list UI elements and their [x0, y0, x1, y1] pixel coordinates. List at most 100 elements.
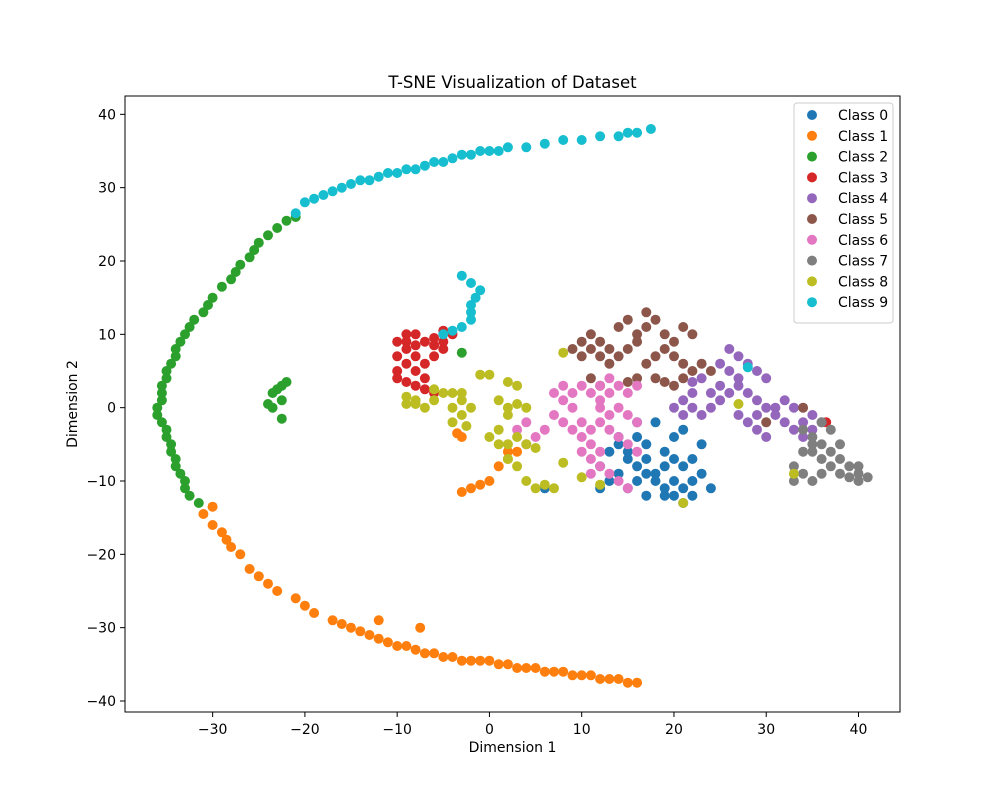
- data-point-class-6: [595, 395, 606, 406]
- data-point-class-9: [595, 131, 606, 142]
- data-point-class-2: [180, 329, 190, 340]
- data-point-class-7: [798, 446, 809, 457]
- data-point-class-7: [807, 432, 818, 442]
- data-point-class-2: [175, 468, 186, 479]
- data-point-class-5: [632, 373, 643, 384]
- data-point-class-6: [558, 395, 569, 406]
- data-point-class-2: [226, 274, 237, 285]
- data-point-class-6: [558, 380, 569, 391]
- data-point-class-5: [595, 336, 606, 347]
- data-point-class-5: [761, 417, 772, 428]
- data-point-class-6: [622, 483, 633, 494]
- data-point-class-6: [585, 454, 596, 464]
- data-point-class-0: [632, 476, 643, 486]
- data-point-class-5: [622, 314, 633, 325]
- x-tick-label: 30: [757, 722, 775, 738]
- data-point-class-4: [715, 380, 726, 391]
- data-point-class-5: [650, 351, 661, 362]
- data-point-class-2: [456, 347, 467, 358]
- points-layer: [152, 124, 873, 688]
- data-point-class-1: [502, 446, 513, 457]
- data-point-class-5: [798, 402, 809, 413]
- data-point-class-1: [364, 630, 375, 640]
- data-point-class-5: [641, 358, 652, 369]
- data-point-class-9: [645, 124, 656, 134]
- data-point-class-4: [742, 417, 753, 428]
- data-point-class-5: [622, 377, 633, 387]
- data-point-class-6: [604, 388, 615, 398]
- data-point-class-5: [585, 329, 596, 340]
- data-point-class-4: [687, 377, 698, 387]
- data-point-class-6: [585, 468, 596, 479]
- legend-box: [793, 102, 894, 324]
- data-point-class-8: [576, 472, 587, 483]
- data-point-class-7: [835, 454, 845, 464]
- data-point-class-8: [456, 395, 467, 406]
- legend-label-class-3: Class 3: [838, 170, 888, 186]
- legend-label-class-4: Class 4: [838, 191, 888, 207]
- data-point-class-8: [502, 377, 513, 387]
- y-tick-label: −30: [86, 621, 116, 637]
- data-point-class-0: [641, 490, 652, 501]
- data-point-class-6: [585, 424, 596, 435]
- data-point-class-2: [203, 300, 213, 310]
- data-point-class-3: [410, 351, 421, 362]
- data-point-class-9: [622, 127, 633, 138]
- data-point-class-3: [410, 366, 421, 376]
- data-point-class-1: [272, 586, 283, 596]
- data-point-class-3: [419, 336, 430, 347]
- data-point-class-5: [585, 344, 596, 354]
- data-point-class-9: [742, 362, 753, 373]
- data-point-class-2: [207, 292, 218, 303]
- data-point-class-8: [558, 347, 569, 358]
- data-point-class-4: [687, 388, 698, 398]
- data-point-class-3: [410, 329, 421, 340]
- data-point-class-5: [650, 373, 661, 384]
- chart-title: T-SNE Visualization of Dataset: [387, 73, 637, 92]
- data-point-class-8: [447, 388, 458, 398]
- y-axis-title: Dimension 2: [65, 360, 81, 448]
- data-point-class-2: [170, 351, 181, 362]
- data-point-class-0: [669, 490, 679, 501]
- data-point-class-4: [733, 373, 744, 384]
- data-point-class-1: [392, 641, 403, 651]
- data-point-class-0: [678, 461, 689, 472]
- data-point-class-7: [825, 446, 836, 457]
- data-point-class-2: [272, 223, 283, 233]
- data-point-class-9: [466, 300, 476, 310]
- data-point-class-1: [290, 593, 301, 604]
- data-point-class-1: [567, 670, 578, 681]
- y-tick-label: 20: [98, 254, 116, 270]
- y-tick-label: −40: [86, 694, 116, 710]
- data-point-class-9: [373, 171, 384, 182]
- legend-label-class-0: Class 0: [838, 108, 888, 124]
- data-point-class-3: [401, 377, 412, 387]
- data-point-class-3: [392, 351, 403, 362]
- data-point-class-2: [166, 446, 177, 457]
- data-point-class-3: [401, 344, 412, 354]
- data-point-class-2: [156, 417, 167, 428]
- data-point-class-1: [466, 655, 476, 666]
- data-point-class-4: [705, 402, 716, 413]
- legend-marker-class-4: [807, 193, 817, 204]
- data-point-class-1: [521, 663, 532, 673]
- data-point-class-1: [438, 652, 449, 662]
- data-point-class-4: [752, 395, 762, 406]
- data-point-class-8: [461, 421, 472, 431]
- data-point-class-2: [180, 476, 190, 486]
- data-point-class-6: [622, 388, 633, 398]
- data-point-class-4: [761, 373, 772, 384]
- data-point-class-0: [641, 454, 652, 464]
- data-point-class-0: [659, 483, 670, 494]
- data-point-class-9: [475, 146, 486, 156]
- data-point-class-4: [752, 366, 762, 376]
- data-point-class-5: [604, 344, 615, 354]
- data-point-class-9: [558, 135, 569, 145]
- legend-label-class-7: Class 7: [838, 254, 888, 270]
- x-tick-label: −30: [198, 722, 228, 738]
- data-point-class-3: [401, 358, 412, 369]
- data-point-class-6: [576, 417, 587, 428]
- x-tick-label: −10: [382, 722, 412, 738]
- data-point-class-8: [502, 439, 513, 450]
